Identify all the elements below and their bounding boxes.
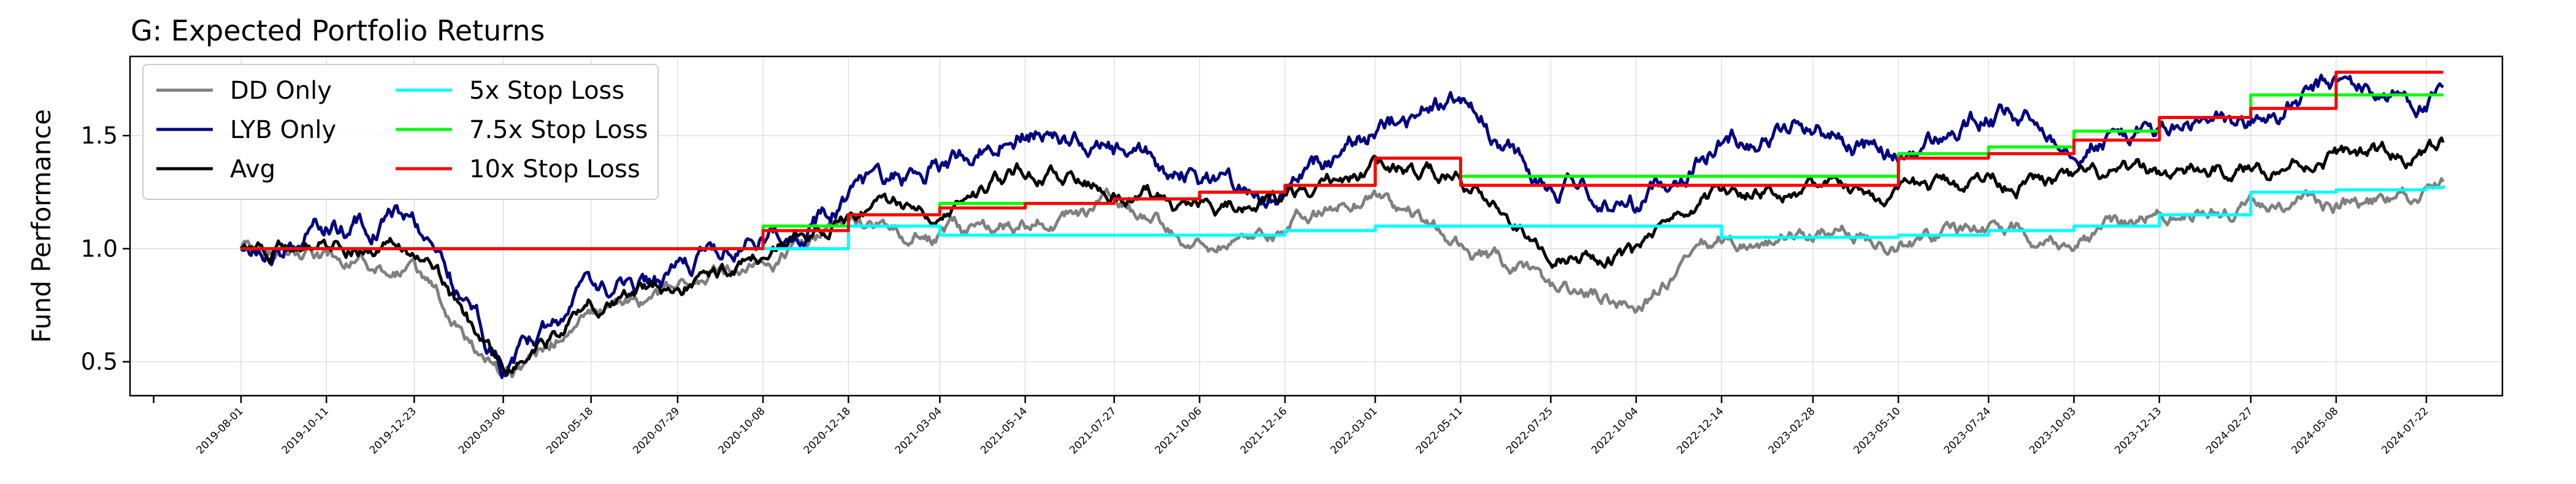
chart-title: G: Expected Portfolio Returns xyxy=(131,14,545,47)
y-axis-label: Fund Performance xyxy=(26,109,56,343)
x-tick-label: 2020-12-18 xyxy=(802,405,853,456)
x-tick-label: 2022-07-25 xyxy=(1504,405,1555,456)
series-line-dd-only xyxy=(239,177,2445,378)
x-tick-label: 2021-12-16 xyxy=(1238,405,1290,456)
x-tick-label: 2021-03-04 xyxy=(893,405,945,456)
series-line-avg xyxy=(240,136,2445,375)
x-tick-label: 2023-10-03 xyxy=(2027,405,2079,456)
plot-frame xyxy=(129,55,2504,397)
x-tick-label: 2023-12-13 xyxy=(2112,405,2164,456)
series-line-5x-stop-loss xyxy=(241,185,2445,250)
x-tick-label: 2023-02-28 xyxy=(1766,405,1817,456)
x-tick-label: 2024-02-27 xyxy=(2204,405,2255,456)
x-tick-label: 2022-03-01 xyxy=(1328,405,1380,456)
x-tick-label: 2020-05-18 xyxy=(544,405,596,456)
x-tick-label: 2019-08-01 xyxy=(194,405,246,456)
x-tick-label: 2022-05-11 xyxy=(1414,405,1465,456)
legend: DD Only LYB Only Avg 5x Stop Loss 7.5x Stop … xyxy=(142,64,659,200)
y-tick-label: 1.0 xyxy=(81,235,118,262)
y-tick-label: 0.5 xyxy=(81,348,118,375)
x-tick-label: 2021-10-06 xyxy=(1152,405,1204,456)
x-tick-label: 2024-07-22 xyxy=(2380,405,2431,456)
x-axis: 2019-08-01 2019-10-11 2019-12-23 2020-03-06… xyxy=(153,396,2431,456)
x-tick-label: 2020-07-29 xyxy=(631,405,682,456)
legend-label: Avg xyxy=(230,155,275,183)
x-tick-label: 2021-07-27 xyxy=(1067,405,1119,456)
legend-label: 10x Stop Loss xyxy=(469,155,640,183)
y-axis: 0.5 1.0 1.5 xyxy=(81,122,130,375)
legend-box xyxy=(142,64,659,200)
x-tick-label: 2023-05-10 xyxy=(1852,405,1903,456)
series-layer xyxy=(239,71,2445,379)
x-tick-label: 2024-05-08 xyxy=(2289,405,2340,456)
x-tick-label: 2022-12-14 xyxy=(1674,405,1726,456)
x-tick-label: 2019-12-23 xyxy=(367,405,419,456)
legend-label: 5x Stop Loss xyxy=(469,77,624,105)
series-line-lyb-only xyxy=(240,74,2444,379)
x-tick-label: 2019-10-11 xyxy=(280,405,331,456)
legend-label: DD Only xyxy=(230,77,332,105)
legend-label: LYB Only xyxy=(230,116,336,144)
legend-label: 7.5x Stop Loss xyxy=(469,116,648,144)
y-tick-label: 1.5 xyxy=(81,122,118,149)
series-line-10x-stop-loss xyxy=(241,71,2444,250)
x-tick-label: 2020-10-08 xyxy=(716,405,768,456)
x-tick-label: 2021-05-14 xyxy=(978,405,1030,456)
x-tick-label: 2020-03-06 xyxy=(456,405,508,456)
x-tick-label: 2022-10-04 xyxy=(1589,405,1641,456)
x-tick-label: 2023-07-24 xyxy=(1942,405,1993,456)
